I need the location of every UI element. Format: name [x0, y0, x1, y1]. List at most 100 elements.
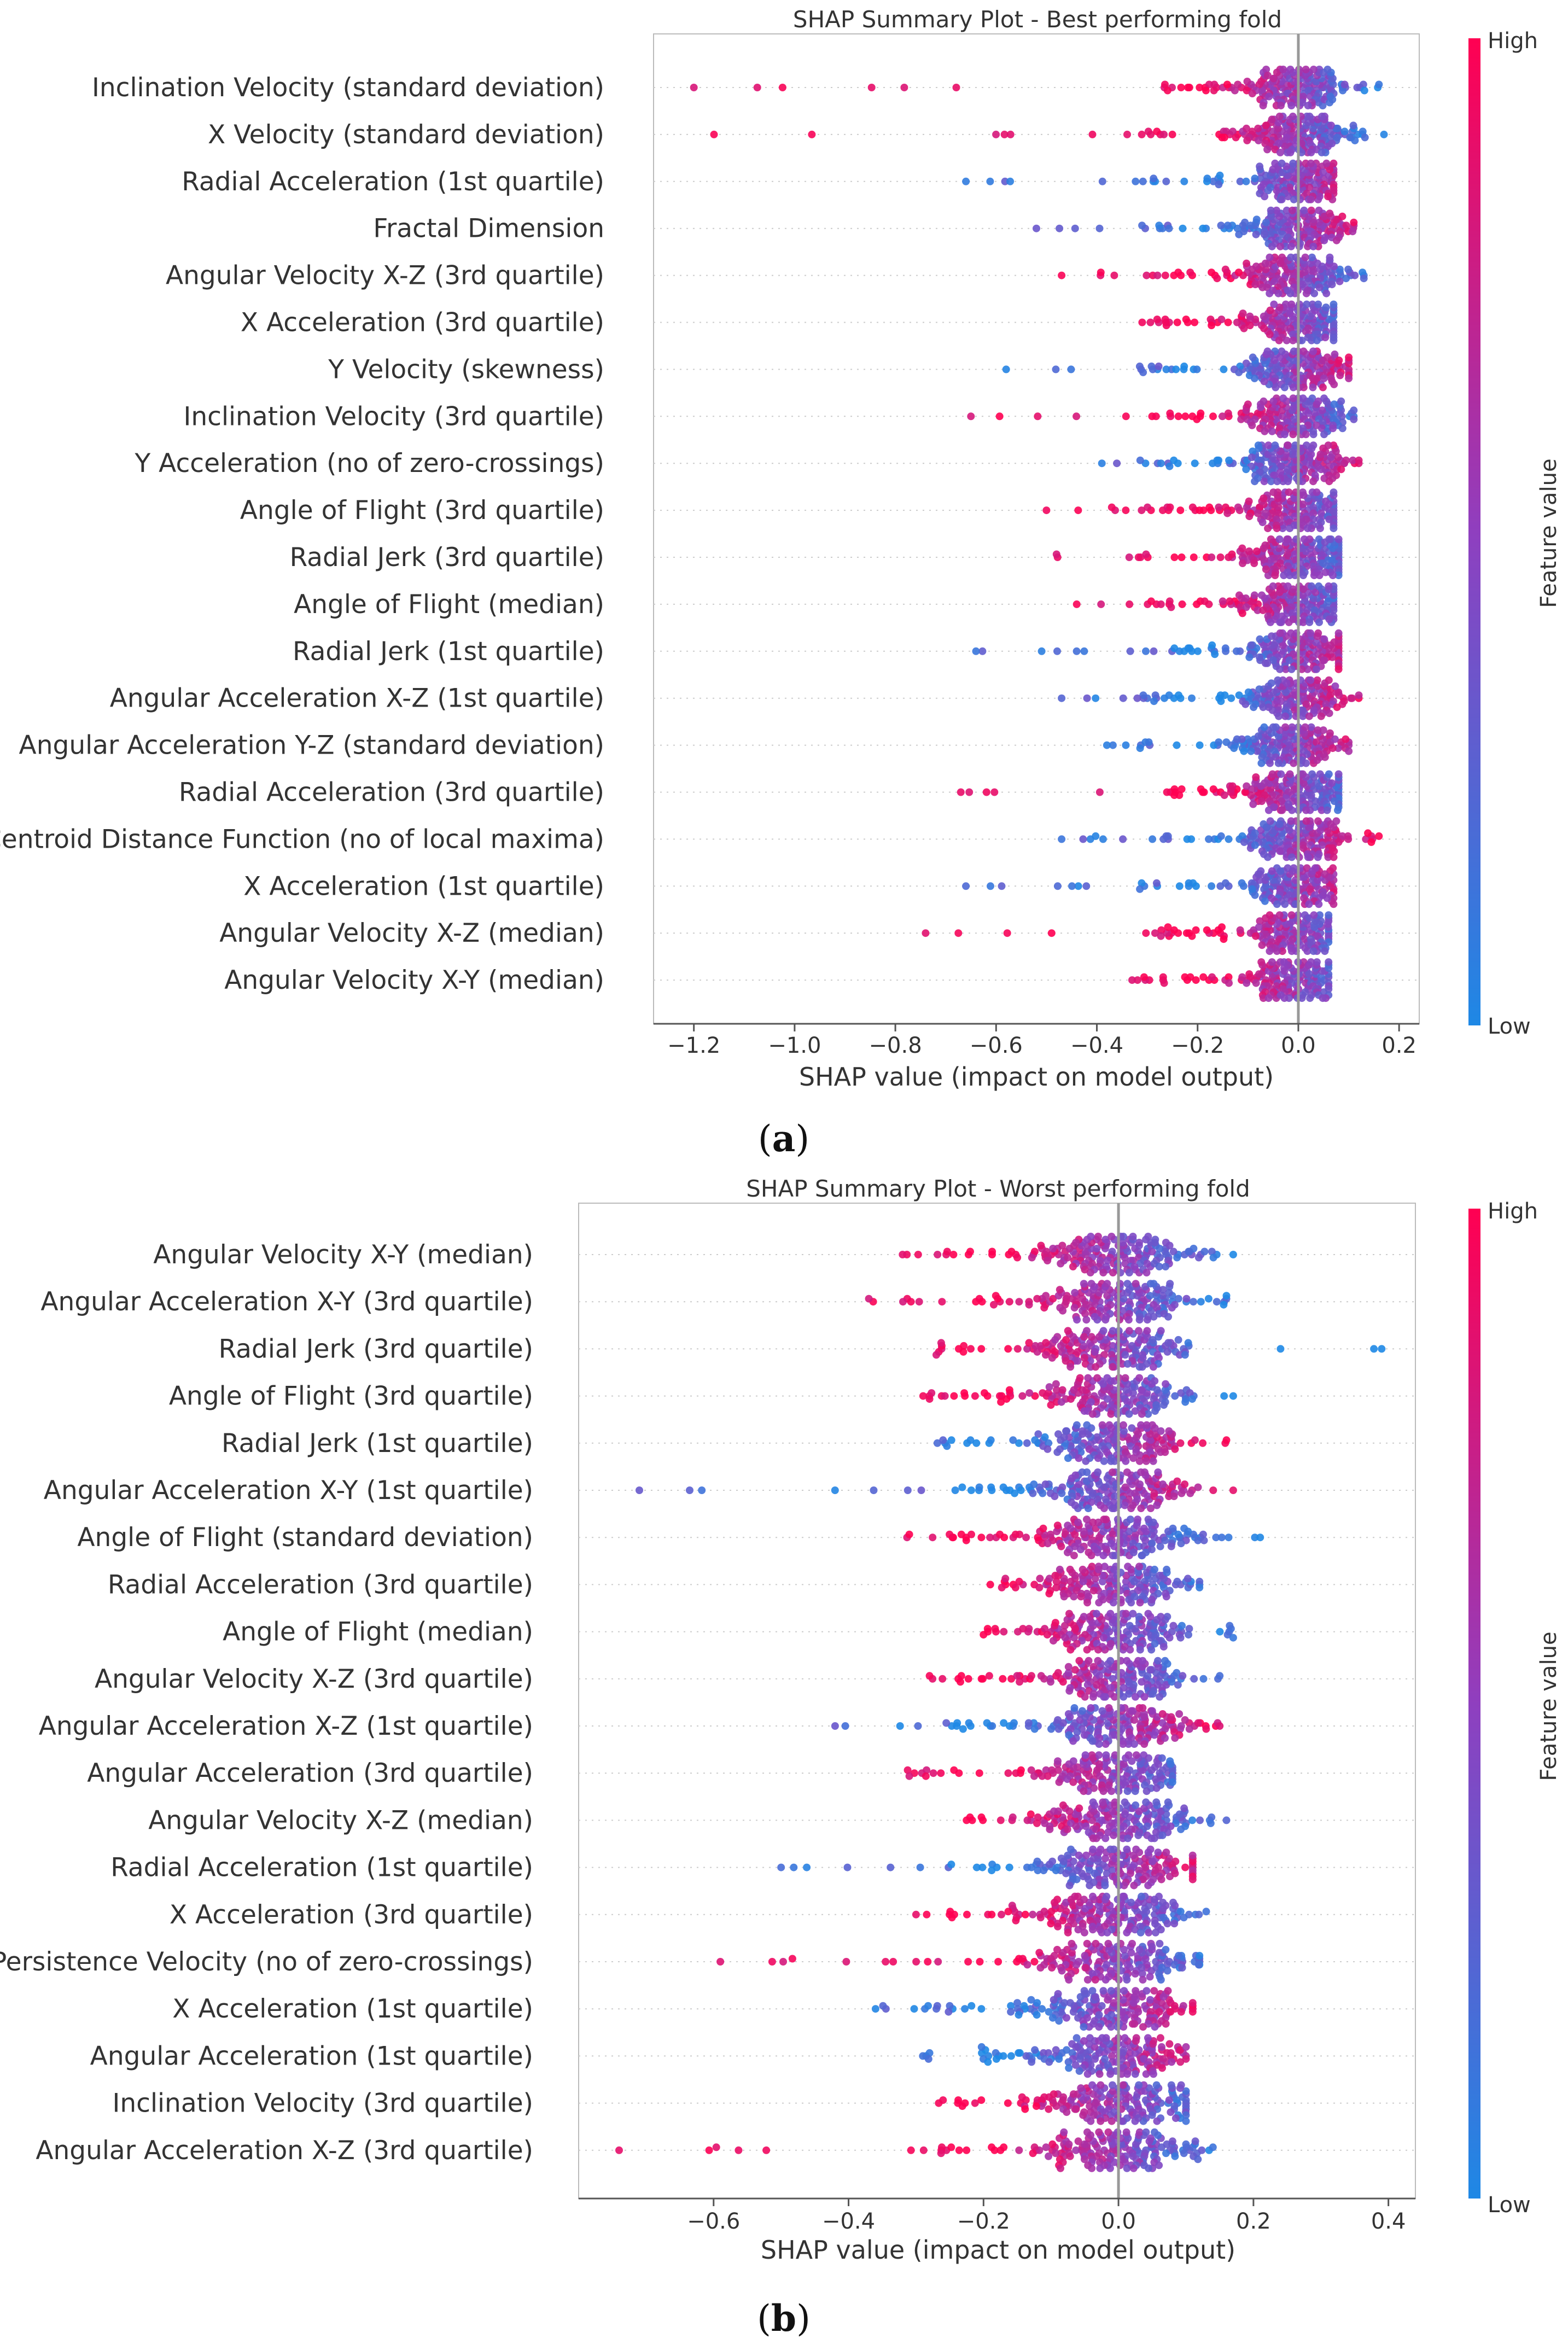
shap-point — [1082, 1316, 1091, 1324]
shap-point — [1091, 1348, 1099, 1356]
shap-point — [1305, 712, 1313, 720]
feature-label: Y Velocity (skewness) — [328, 354, 604, 384]
shap-point — [1186, 1389, 1194, 1397]
shap-point — [1269, 165, 1277, 173]
shap-point — [1163, 86, 1171, 95]
shap-point — [1298, 98, 1307, 107]
shap-point — [1257, 958, 1266, 966]
shap-point — [1160, 130, 1168, 138]
shap-point — [1325, 477, 1333, 486]
shap-point — [1266, 947, 1274, 955]
shap-point — [1183, 835, 1191, 843]
shap-point — [1319, 994, 1327, 1002]
shap-point — [1071, 224, 1079, 232]
shap-point — [1336, 371, 1344, 380]
shap-point — [1170, 553, 1179, 561]
shap-point — [1135, 362, 1144, 370]
shap-point — [1316, 911, 1324, 919]
shap-point — [1252, 932, 1260, 940]
shap-point — [1252, 979, 1260, 987]
shap-point — [1228, 782, 1237, 790]
shap-point — [1245, 497, 1253, 505]
shap-point — [1248, 127, 1256, 136]
shap-point — [1267, 206, 1275, 214]
shap-point — [1283, 336, 1291, 345]
shap-point — [1110, 271, 1118, 279]
shap-point — [1333, 124, 1342, 132]
shap-point — [1094, 1468, 1102, 1476]
shap-point — [1260, 477, 1268, 486]
shap-point — [1170, 1492, 1178, 1500]
shap-point — [1284, 738, 1292, 747]
shap-point — [919, 1392, 927, 1400]
shap-point — [1249, 353, 1257, 361]
shap-point — [1042, 1292, 1050, 1300]
shap-point — [1156, 1542, 1164, 1550]
shap-point — [1182, 1294, 1191, 1303]
shap-point — [1219, 597, 1227, 605]
shap-point — [1264, 806, 1273, 814]
shap-point — [928, 1389, 936, 1397]
shap-point — [1058, 271, 1066, 279]
shap-point — [1279, 524, 1287, 533]
shap-point — [1164, 1313, 1172, 1321]
shap-point — [1335, 356, 1343, 364]
shap-point — [1302, 441, 1310, 450]
shap-point — [1311, 864, 1319, 872]
shap-point — [1058, 835, 1066, 843]
shap-point — [1268, 632, 1275, 640]
shap-point — [1329, 864, 1337, 872]
shap-point — [1147, 597, 1155, 605]
shap-point — [1053, 1521, 1062, 1530]
shap-point — [1109, 1468, 1116, 1476]
panel-caption: (a) — [758, 1117, 809, 1160]
shap-point — [1281, 723, 1290, 731]
shap-point — [753, 84, 761, 91]
shap-point — [1276, 665, 1284, 673]
shap-point — [1329, 572, 1337, 579]
shap-point — [1275, 336, 1283, 345]
shap-point — [1251, 841, 1259, 849]
feature-label: Persistence Velocity (no of zero-crossin… — [0, 1947, 533, 1977]
shap-point — [1205, 80, 1213, 89]
shap-point — [1144, 503, 1152, 511]
shap-point — [1240, 747, 1248, 755]
shap-point — [1314, 726, 1322, 734]
shap-point — [1152, 412, 1160, 421]
shap-point — [1334, 535, 1343, 543]
shap-point — [1276, 468, 1285, 476]
feature-label: Radial Acceleration (1st quartile) — [110, 1853, 533, 1883]
shap-point — [1149, 1363, 1157, 1371]
shap-point — [1000, 130, 1009, 138]
shap-point — [966, 1247, 974, 1256]
shap-point — [1074, 506, 1082, 515]
shap-point — [1190, 553, 1198, 561]
shap-point — [1241, 218, 1249, 226]
shap-point — [899, 1251, 907, 1258]
shap-point — [1142, 647, 1150, 655]
shap-point — [1337, 465, 1345, 474]
shap-point — [1273, 477, 1281, 486]
feature-label: Angular Acceleration X-Y (3rd quartile) — [40, 1287, 533, 1317]
shap-point — [1259, 703, 1267, 712]
shap-point — [867, 84, 876, 91]
shap-point — [1125, 1269, 1133, 1276]
shap-point — [1084, 1374, 1092, 1382]
shap-point — [1086, 1269, 1094, 1276]
shap-point — [1093, 1374, 1101, 1382]
shap-point — [1224, 318, 1232, 326]
feature-label: Angular Acceleration X-Z (1st quartile) — [39, 1711, 533, 1741]
shap-point — [1093, 1245, 1101, 1252]
shap-point — [1135, 1562, 1143, 1571]
shap-point — [1087, 1552, 1095, 1560]
shap-point — [957, 788, 965, 796]
shap-point — [1007, 1247, 1016, 1256]
shap-point — [1222, 1292, 1231, 1300]
shap-point — [1122, 741, 1130, 749]
shap-point — [977, 1533, 986, 1542]
shap-point — [1057, 1259, 1065, 1268]
shap-point — [1153, 316, 1161, 323]
shap-point — [1329, 424, 1337, 433]
shap-point — [1342, 221, 1350, 230]
shap-point — [1079, 835, 1087, 843]
